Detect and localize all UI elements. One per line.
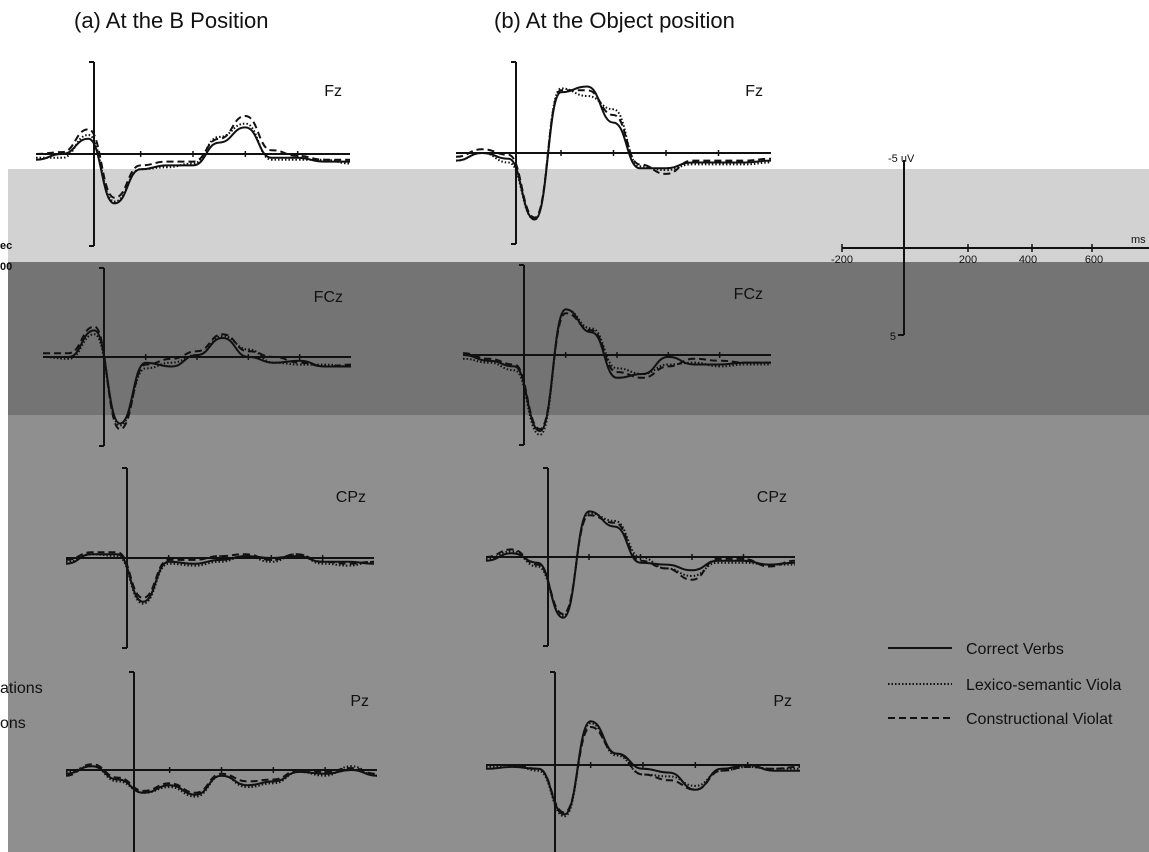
scale-y-bottom-label: 5 [890, 331, 896, 343]
band-light [8, 169, 1149, 262]
legend-label: Lexico-semantic Viola [966, 677, 1121, 694]
series-correct-verbs [455, 85, 772, 221]
panel-b-pz: Pz [485, 671, 801, 852]
series-lexico-semantic-viola [65, 765, 378, 798]
scale-x-tick-label: 600 [1085, 254, 1103, 266]
series-constructional-violat [42, 325, 352, 431]
panel-b-cpz: CPz [485, 467, 796, 647]
electrode-label: Pz [350, 693, 369, 710]
panel-a-pz: Pz [65, 671, 378, 852]
electrode-label: FCz [734, 286, 763, 303]
electrode-label: Pz [773, 693, 792, 710]
series-correct-verbs [65, 765, 378, 796]
series-constructional-violat [65, 551, 375, 599]
series-lexico-semantic-viola [65, 553, 375, 605]
panel-a-cpz: CPz [65, 467, 375, 649]
series-correct-verbs [462, 308, 771, 433]
legend-label: Constructional Violat [966, 711, 1113, 728]
panel-b-fz: Fz [455, 61, 772, 245]
scale-x-tick-label: 400 [1019, 254, 1037, 266]
electrode-label: Fz [324, 83, 342, 100]
legend-label: Correct Verbs [966, 641, 1064, 658]
series-correct-verbs [35, 126, 350, 205]
series-lexico-semantic-viola [42, 333, 352, 427]
series-correct-verbs [485, 720, 800, 816]
series-correct-verbs [43, 329, 351, 425]
panel-a-fz: Fz [35, 61, 351, 247]
band-mid [8, 415, 1149, 852]
electrode-label: FCz [314, 289, 343, 306]
side-fragment-sec: ec [0, 240, 13, 252]
series-constructional-violat [485, 725, 801, 814]
scale-x-tick-label: -200 [831, 254, 853, 266]
panel-a-fcz: FCz [42, 267, 352, 447]
panel-b-fcz: FCz [462, 264, 771, 446]
erp-panels: Fz FCz CPz Pz Fz FCz CPz Pz [35, 61, 801, 852]
series-constructional-violat [65, 763, 378, 794]
panel-b-title: (b) At the Object position [494, 8, 735, 33]
electrode-label: CPz [757, 489, 787, 506]
series-constructional-violat [462, 312, 771, 431]
series-constructional-violat [35, 114, 350, 199]
scale-x-unit-label: ms [1131, 234, 1146, 246]
side-fragment-ons: ons [0, 715, 26, 732]
series-lexico-semantic-viola [455, 87, 772, 221]
series-correct-verbs [485, 510, 796, 619]
legend: Correct Verbs Lexico-semantic Viola Constr… [888, 641, 1121, 728]
series-lexico-semantic-viola [485, 512, 795, 617]
scale-y-top-label: -5 uV [888, 153, 915, 165]
band-dark [8, 262, 1149, 415]
electrode-label: CPz [336, 489, 366, 506]
side-fragment-zero: 00 [0, 261, 13, 273]
panel-a-title: (a) At the B Position [74, 8, 269, 33]
series-constructional-violat [485, 514, 796, 616]
scale-key: -5 uV 5 ms -200 200 400 600 [831, 153, 1149, 343]
side-fragment-ations: ations [0, 680, 43, 697]
series-constructional-violat [455, 89, 772, 219]
electrode-label: Fz [745, 83, 763, 100]
scale-x-tick-label: 200 [959, 254, 977, 266]
